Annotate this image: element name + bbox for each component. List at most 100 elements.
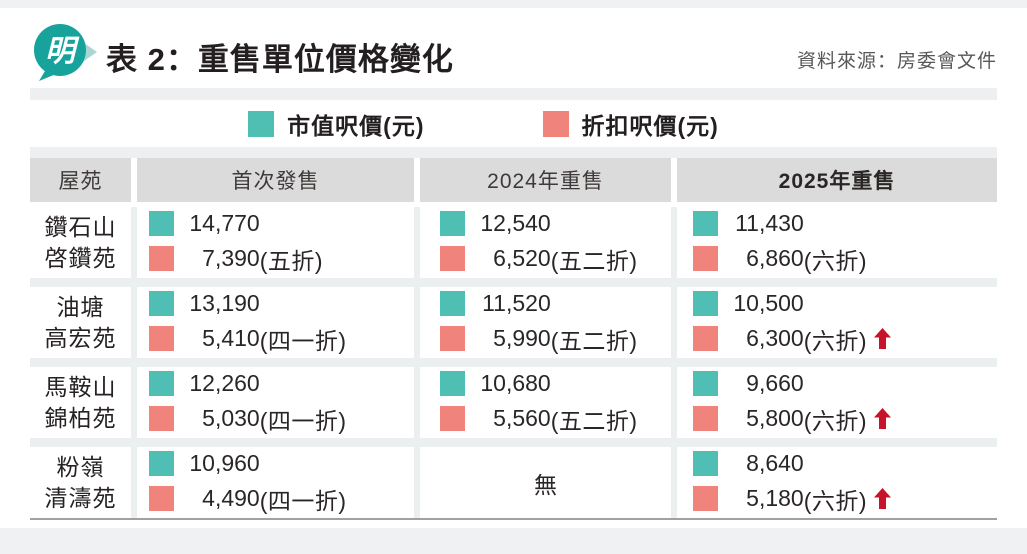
discount-price-swatch-icon [149,486,174,511]
column-header-estate: 屋苑 [30,158,131,202]
estate-name-cell: 粉嶺 清濤苑 [30,447,131,518]
price-up-arrow-icon [874,408,892,429]
mingpao-logo-icon: 明 [33,22,99,82]
discount-price-line: 5,030 (四一折) [149,402,414,436]
estate-name-line2: 錦柏苑 [44,404,117,431]
column-header-2024-resale: 2024年重售 [420,158,671,202]
no-resale-cell: 無 [420,447,671,518]
price-table: 屋苑 首次發售 2024年重售 2025年重售 鑽石山 啓鑽苑 14,770 7… [30,158,997,520]
discount-ratio-label: (四一折) [259,487,347,514]
market-price-swatch-icon [149,210,174,236]
price-cell: 10,680 5,560 (五二折) [420,367,671,438]
price-cell: 14,770 7,390 (五折) [137,207,414,278]
discount-price-swatch-icon [542,110,569,137]
discount-price-line: 5,990 (五二折) [440,322,671,356]
price-cell: 11,520 5,990 (五二折) [420,287,671,358]
divider-strip-bottom [30,147,997,158]
discount-ratio-label: (六折) [803,407,868,434]
estate-name-line1: 馬鞍山 [44,373,117,400]
discount-price-swatch-icon [440,406,465,431]
discount-price-value: 5,410 [202,325,260,351]
market-price-line: 12,540 [440,210,671,237]
discount-ratio-label: (六折) [803,487,868,514]
discount-price-value: 5,180 [746,485,804,511]
discount-price-line: 5,410 (四一折) [149,322,414,356]
market-price-swatch-icon [440,290,465,316]
legend-label-discount: 折扣呎價(元) [581,112,719,139]
discount-ratio-label: (五二折) [550,327,638,354]
page-title: 表 2：重售單位價格變化 [106,42,454,77]
table-body: 鑽石山 啓鑽苑 14,770 7,390 (五折) 12,540 6,520 ( [30,207,997,520]
price-up-arrow-icon [874,488,892,509]
discount-price-value: 5,030 [202,405,260,431]
discount-price-value: 4,490 [202,485,260,511]
discount-price-swatch-icon [693,406,718,431]
discount-ratio-label: (五二折) [550,247,638,274]
market-price-line: 10,680 [440,370,671,397]
legend: 市值呎價(元) 折扣呎價(元) [0,100,997,147]
market-price-value: 10,960 [189,449,260,476]
market-price-line: 14,770 [149,210,414,237]
data-source-text: 資料來源：房委會文件 [796,51,997,72]
market-price-value: 11,520 [482,289,551,316]
discount-price-swatch-icon [149,406,174,431]
discount-price-value: 7,390 [202,245,260,271]
estate-name-cell: 油塘 高宏苑 [30,287,131,358]
estate-name-line2: 啓鑽苑 [44,244,117,271]
legend-item-discount: 折扣呎價(元) [542,107,719,141]
market-price-value: 14,770 [189,209,260,236]
market-price-swatch-icon [149,450,174,476]
legend-item-market: 市值呎價(元) [248,107,424,141]
discount-ratio-label: (四一折) [259,407,347,434]
estate-name-line1: 油塘 [56,293,105,320]
market-price-swatch-icon [149,370,174,396]
market-price-line: 12,260 [149,370,414,397]
market-price-line: 10,500 [693,290,997,317]
discount-price-value: 5,800 [746,405,804,431]
column-header-2025-resale: 2025年重售 [677,158,997,202]
market-price-value: 13,190 [189,289,260,316]
discount-price-value: 6,860 [746,245,804,271]
market-price-value: 12,540 [480,209,551,236]
market-price-line: 11,520 [440,290,671,317]
market-price-swatch-icon [248,110,275,137]
market-price-swatch-icon [693,290,718,316]
svg-text:明: 明 [45,35,80,68]
market-price-line: 11,430 [693,210,997,237]
market-price-line: 9,660 [693,370,997,397]
estate-name-cell: 鑽石山 啓鑽苑 [30,207,131,278]
market-price-value: 8,640 [746,449,804,476]
market-price-swatch-icon [440,210,465,236]
price-cell: 13,190 5,410 (四一折) [137,287,414,358]
discount-price-line: 6,860 (六折) [693,242,997,276]
discount-price-value: 6,520 [493,245,551,271]
market-price-value: 12,260 [189,369,260,396]
discount-price-value: 6,300 [746,325,804,351]
market-price-line: 13,190 [149,290,414,317]
market-price-value: 10,680 [480,369,551,396]
discount-price-line: 4,490 (四一折) [149,482,414,516]
market-price-line: 10,960 [149,450,414,477]
price-cell: 12,540 6,520 (五二折) [420,207,671,278]
legend-label-market: 市值呎價(元) [287,112,425,139]
discount-price-line: 5,560 (五二折) [440,402,671,436]
discount-ratio-label: (六折) [803,247,868,274]
price-cell: 8,640 5,180 (六折) [677,447,997,518]
market-price-value: 9,660 [746,369,804,396]
market-price-swatch-icon [693,210,718,236]
price-cell: 12,260 5,030 (四一折) [137,367,414,438]
masthead: 明 表 2：重售單位價格變化 資料來源：房委會文件 [0,8,1027,92]
market-price-value: 11,430 [735,209,804,236]
price-cell: 9,660 5,800 (六折) [677,367,997,438]
discount-price-swatch-icon [693,246,718,271]
estate-name-line1: 粉嶺 [56,453,105,480]
market-price-swatch-icon [693,450,718,476]
discount-price-swatch-icon [440,326,465,351]
market-price-swatch-icon [440,370,465,396]
price-cell: 11,430 6,860 (六折) [677,207,997,278]
market-price-value: 10,500 [733,289,804,316]
discount-price-line: 6,520 (五二折) [440,242,671,276]
discount-ratio-label: (四一折) [259,327,347,354]
divider-strip-top [30,88,997,100]
discount-price-value: 5,560 [493,405,551,431]
